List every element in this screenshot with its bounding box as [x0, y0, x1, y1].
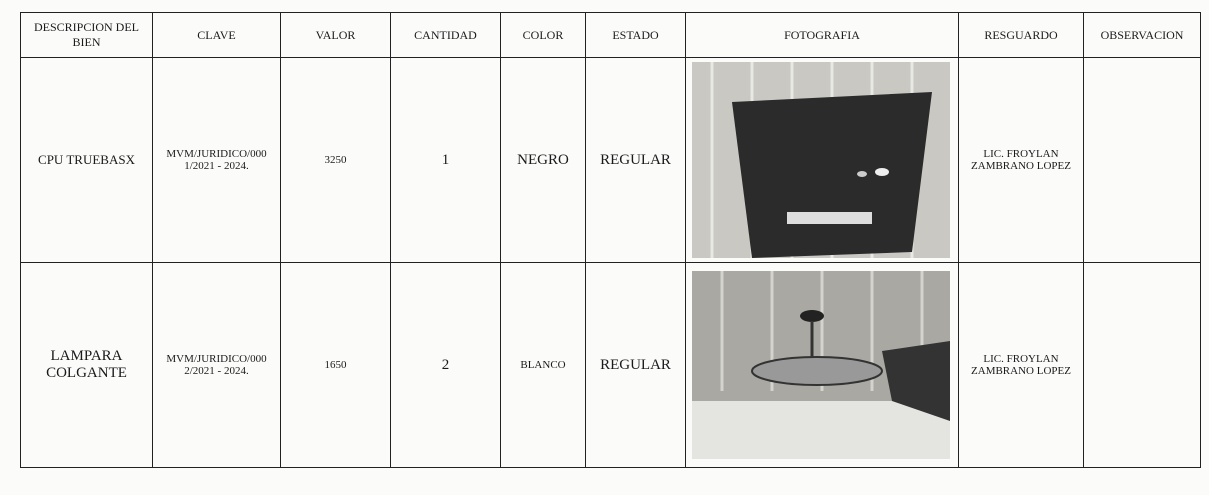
cell: LIC. FROYLAN ZAMBRANO LOPEZ — [958, 262, 1084, 468]
photo-cell — [685, 57, 959, 263]
cell: CPU TRUEBASX — [20, 57, 153, 263]
header-cell: RESGUARDO — [958, 12, 1084, 58]
photo — [692, 271, 950, 459]
header-cell: COLOR — [500, 12, 586, 58]
cell: 1 — [390, 57, 501, 263]
header-cell: VALOR — [280, 12, 391, 58]
cell — [1083, 57, 1201, 263]
header-cell: CANTIDAD — [390, 12, 501, 58]
header-cell: DESCRIPCION DEL BIEN — [20, 12, 153, 58]
cell: 1650 — [280, 262, 391, 468]
cell: 2 — [390, 262, 501, 468]
cell: LIC. FROYLAN ZAMBRANO LOPEZ — [958, 57, 1084, 263]
cell: MVM/JURIDICO/000 1/2021 - 2024. — [152, 57, 281, 263]
row: CPU TRUEBASX MVM/JURIDICO/000 1/2021 - 2… — [20, 57, 1201, 263]
header-cell: OBSERVACION — [1083, 12, 1201, 58]
cell: NEGRO — [500, 57, 586, 263]
header-cell: CLAVE — [152, 12, 281, 58]
header-cell: ESTADO — [585, 12, 686, 58]
photo — [692, 62, 950, 258]
header-row: DESCRIPCION DEL BIEN CLAVE VALOR CANTIDA… — [20, 12, 1201, 58]
cell: REGULAR — [585, 262, 686, 468]
cell: 3250 — [280, 57, 391, 263]
header-cell: FOTOGRAFIA — [685, 12, 959, 58]
photo-cell — [685, 262, 959, 468]
cell: LAMPARA COLGANTE — [20, 262, 153, 468]
inventory-table: DESCRIPCION DEL BIEN CLAVE VALOR CANTIDA… — [20, 12, 1201, 468]
cell — [1083, 262, 1201, 468]
cell: REGULAR — [585, 57, 686, 263]
cell: MVM/JURIDICO/000 2/2021 - 2024. — [152, 262, 281, 468]
cell: BLANCO — [500, 262, 586, 468]
row: LAMPARA COLGANTE MVM/JURIDICO/000 2/2021… — [20, 262, 1201, 468]
